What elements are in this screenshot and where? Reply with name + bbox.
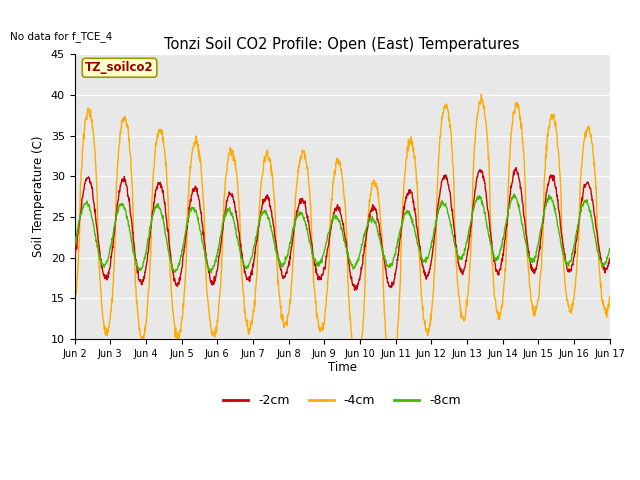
Title: Tonzi Soil CO2 Profile: Open (East) Temperatures: Tonzi Soil CO2 Profile: Open (East) Temp…: [164, 36, 520, 52]
Text: No data for f_TCE_4: No data for f_TCE_4: [10, 31, 113, 42]
X-axis label: Time: Time: [328, 361, 356, 374]
Legend: -2cm, -4cm, -8cm: -2cm, -4cm, -8cm: [218, 389, 466, 412]
Text: TZ_soilco2: TZ_soilco2: [85, 61, 154, 74]
Y-axis label: Soil Temperature (C): Soil Temperature (C): [32, 136, 45, 257]
